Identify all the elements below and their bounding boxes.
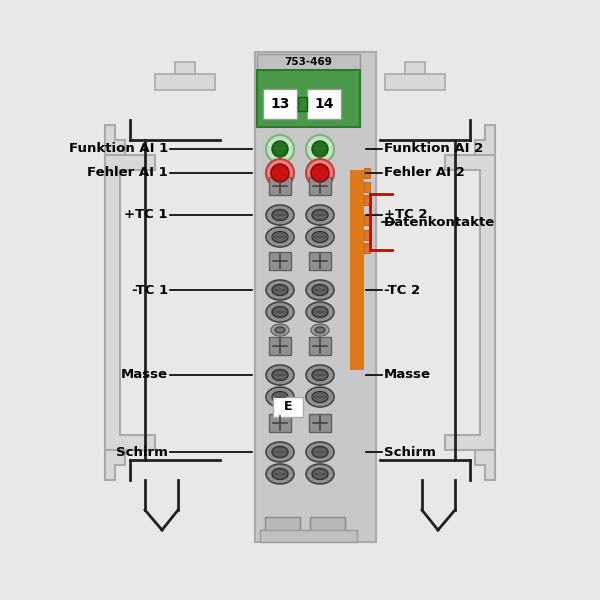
Ellipse shape [271,324,289,336]
Ellipse shape [315,327,325,333]
Bar [385,74,445,90]
Ellipse shape [312,469,328,479]
Bar [269,252,291,270]
Ellipse shape [311,324,329,336]
Bar [364,243,370,253]
Ellipse shape [306,365,334,385]
Bar [175,62,195,74]
Ellipse shape [266,227,294,247]
Ellipse shape [266,442,294,462]
Bar [307,89,341,119]
Ellipse shape [312,232,328,242]
Ellipse shape [272,209,288,220]
Circle shape [311,164,329,182]
Text: 14: 14 [314,97,334,111]
Text: Masse: Masse [384,368,431,382]
Polygon shape [105,125,125,155]
Ellipse shape [312,446,328,457]
Bar [260,530,357,542]
Bar [310,517,345,537]
Ellipse shape [272,284,288,295]
Circle shape [272,141,288,157]
Ellipse shape [266,387,294,407]
Text: 13: 13 [271,97,290,111]
Ellipse shape [272,370,288,380]
Bar [265,517,300,537]
Polygon shape [475,450,495,480]
Bar [350,170,364,370]
Text: -TC 1: -TC 1 [132,283,168,296]
Text: Fehler AI 1: Fehler AI 1 [87,166,168,179]
Ellipse shape [306,205,334,225]
Bar [309,414,331,432]
Bar [364,215,370,225]
Ellipse shape [306,227,334,247]
Bar [269,414,291,432]
Ellipse shape [306,302,334,322]
Bar [269,177,291,195]
Text: -TC 2: -TC 2 [384,283,420,296]
Circle shape [306,159,334,187]
Bar [309,337,331,355]
Polygon shape [445,155,495,450]
Bar [257,54,360,70]
Bar [364,168,370,178]
Text: Datenkontakte: Datenkontakte [384,215,495,229]
Ellipse shape [312,284,328,295]
Text: +TC 1: +TC 1 [125,208,168,221]
Ellipse shape [272,391,288,403]
Polygon shape [475,125,495,155]
Ellipse shape [272,446,288,457]
Text: Funktion AI 1: Funktion AI 1 [69,142,168,155]
Bar [255,52,376,542]
Ellipse shape [266,302,294,322]
Ellipse shape [266,365,294,385]
Ellipse shape [312,370,328,380]
Text: 753-469: 753-469 [284,57,332,67]
Bar [364,195,370,205]
Ellipse shape [272,307,288,317]
Ellipse shape [266,464,294,484]
Bar [405,62,425,74]
Ellipse shape [266,280,294,300]
Ellipse shape [306,442,334,462]
Text: Funktion AI 2: Funktion AI 2 [384,142,483,155]
Text: +TC 2: +TC 2 [384,208,427,221]
Text: Schirm: Schirm [384,445,436,458]
Polygon shape [105,155,155,450]
Bar [298,97,307,111]
Ellipse shape [272,469,288,479]
Circle shape [312,141,328,157]
Bar [155,74,215,90]
Circle shape [266,135,294,163]
Bar [364,230,370,240]
Ellipse shape [306,387,334,407]
Ellipse shape [312,209,328,220]
Bar [309,252,331,270]
Bar [309,177,331,195]
Polygon shape [105,450,125,480]
Bar [364,182,370,192]
Bar [269,337,291,355]
Circle shape [271,164,289,182]
Text: Schirm: Schirm [116,445,168,458]
Ellipse shape [266,205,294,225]
Text: Masse: Masse [121,368,168,382]
Text: Fehler AI 2: Fehler AI 2 [384,166,465,179]
Text: E: E [284,401,292,413]
Bar [257,70,360,127]
Bar [263,89,297,119]
Circle shape [306,135,334,163]
Ellipse shape [272,232,288,242]
Ellipse shape [275,327,285,333]
Bar [273,397,303,417]
Circle shape [266,159,294,187]
Ellipse shape [306,280,334,300]
Ellipse shape [306,464,334,484]
Ellipse shape [312,391,328,403]
Ellipse shape [312,307,328,317]
